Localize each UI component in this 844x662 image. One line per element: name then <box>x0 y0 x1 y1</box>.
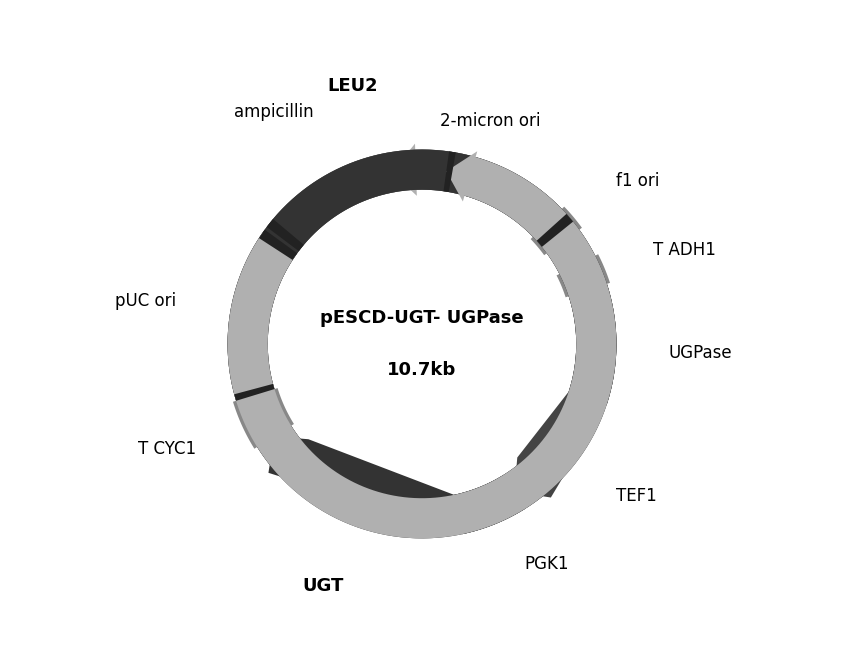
Text: PGK1: PGK1 <box>525 555 569 573</box>
Polygon shape <box>511 185 562 237</box>
Polygon shape <box>259 230 297 260</box>
Polygon shape <box>228 151 616 538</box>
Polygon shape <box>443 152 456 192</box>
Text: ampicillin: ampicillin <box>234 103 314 121</box>
Polygon shape <box>234 384 274 401</box>
Polygon shape <box>454 475 525 534</box>
Text: T CYC1: T CYC1 <box>138 440 196 458</box>
Polygon shape <box>233 388 294 449</box>
Text: pESCD-UGT- UGPase: pESCD-UGT- UGPase <box>320 309 524 327</box>
Polygon shape <box>537 214 573 247</box>
Polygon shape <box>449 152 566 241</box>
Polygon shape <box>228 150 616 538</box>
Text: TEF1: TEF1 <box>616 487 657 504</box>
Polygon shape <box>556 254 610 297</box>
Text: f1 ori: f1 ori <box>615 173 659 191</box>
Polygon shape <box>267 219 304 251</box>
Polygon shape <box>228 150 616 538</box>
Polygon shape <box>531 207 582 255</box>
Polygon shape <box>547 230 595 274</box>
Text: UGT: UGT <box>302 577 344 594</box>
Text: T ADH1: T ADH1 <box>653 242 717 260</box>
Text: UGPase: UGPase <box>668 344 732 361</box>
Polygon shape <box>236 389 291 447</box>
Polygon shape <box>228 150 616 534</box>
Text: 2-micron ori: 2-micron ori <box>441 112 541 130</box>
Polygon shape <box>569 284 616 404</box>
Polygon shape <box>228 238 293 395</box>
Text: LEU2: LEU2 <box>327 77 378 95</box>
Polygon shape <box>392 144 533 218</box>
Polygon shape <box>273 152 395 245</box>
Text: pUC ori: pUC ori <box>115 292 176 310</box>
Text: 10.7kb: 10.7kb <box>387 361 457 379</box>
